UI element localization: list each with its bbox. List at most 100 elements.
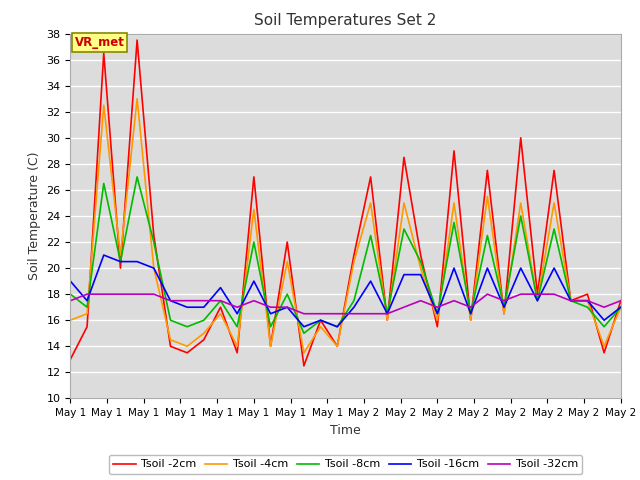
Tsoil -2cm (267, 343, 275, 349)
Tsoil -2cm (116, 265, 124, 271)
Tsoil -16cm (183, 304, 191, 310)
Tsoil -16cm (550, 265, 558, 271)
Line: Tsoil -8cm: Tsoil -8cm (70, 177, 621, 333)
X-axis label: Time: Time (330, 424, 361, 437)
Tsoil -2cm (250, 174, 258, 180)
Tsoil -32cm (284, 304, 291, 310)
Tsoil -4cm (450, 200, 458, 206)
Tsoil -8cm (250, 239, 258, 245)
Tsoil -4cm (433, 317, 441, 323)
Tsoil -16cm (433, 311, 441, 317)
Tsoil -16cm (234, 311, 241, 317)
Tsoil -4cm (83, 311, 91, 317)
Tsoil -2cm (417, 252, 424, 258)
Tsoil -16cm (250, 278, 258, 284)
Tsoil -32cm (600, 304, 608, 310)
Tsoil -8cm (467, 311, 474, 317)
Tsoil -8cm (534, 298, 541, 303)
Tsoil -2cm (83, 324, 91, 330)
Tsoil -32cm (500, 298, 508, 303)
Tsoil -8cm (267, 324, 275, 330)
Tsoil -4cm (284, 259, 291, 264)
Tsoil -32cm (484, 291, 492, 297)
Tsoil -32cm (617, 298, 625, 303)
Tsoil -8cm (350, 298, 358, 303)
Tsoil -8cm (517, 213, 525, 219)
Tsoil -32cm (567, 298, 575, 303)
Tsoil -4cm (367, 200, 374, 206)
Tsoil -4cm (550, 200, 558, 206)
Tsoil -16cm (500, 304, 508, 310)
Tsoil -16cm (567, 298, 575, 303)
Tsoil -2cm (567, 298, 575, 303)
Tsoil -2cm (166, 343, 174, 349)
Tsoil -32cm (433, 304, 441, 310)
Tsoil -8cm (183, 324, 191, 330)
Tsoil -32cm (250, 298, 258, 303)
Tsoil -8cm (417, 259, 424, 264)
Tsoil -16cm (417, 272, 424, 277)
Tsoil -8cm (383, 311, 391, 317)
Line: Tsoil -32cm: Tsoil -32cm (70, 294, 621, 314)
Tsoil -32cm (317, 311, 324, 317)
Tsoil -32cm (383, 311, 391, 317)
Tsoil -32cm (166, 298, 174, 303)
Tsoil -32cm (116, 291, 124, 297)
Tsoil -32cm (133, 291, 141, 297)
Tsoil -32cm (367, 311, 374, 317)
Tsoil -8cm (300, 330, 308, 336)
Tsoil -16cm (200, 304, 207, 310)
Tsoil -32cm (350, 311, 358, 317)
Tsoil -32cm (517, 291, 525, 297)
Tsoil -16cm (150, 265, 157, 271)
Tsoil -2cm (183, 350, 191, 356)
Line: Tsoil -4cm: Tsoil -4cm (70, 99, 621, 353)
Tsoil -4cm (217, 311, 225, 317)
Tsoil -16cm (83, 298, 91, 303)
Tsoil -16cm (300, 324, 308, 330)
Tsoil -8cm (317, 317, 324, 323)
Tsoil -4cm (333, 343, 341, 349)
Tsoil -16cm (133, 259, 141, 264)
Tsoil -32cm (534, 291, 541, 297)
Tsoil -16cm (584, 298, 591, 303)
Tsoil -2cm (484, 168, 492, 173)
Tsoil -2cm (67, 357, 74, 362)
Tsoil -16cm (450, 265, 458, 271)
Tsoil -32cm (417, 298, 424, 303)
Tsoil -2cm (517, 135, 525, 141)
Tsoil -16cm (400, 272, 408, 277)
Tsoil -4cm (317, 324, 324, 330)
Tsoil -8cm (116, 259, 124, 264)
Tsoil -4cm (67, 317, 74, 323)
Tsoil -2cm (100, 50, 108, 56)
Tsoil -16cm (467, 311, 474, 317)
Tsoil -16cm (350, 304, 358, 310)
Tsoil -8cm (234, 324, 241, 330)
Tsoil -4cm (150, 265, 157, 271)
Tsoil -4cm (200, 330, 207, 336)
Tsoil -4cm (183, 343, 191, 349)
Tsoil -4cm (600, 343, 608, 349)
Tsoil -8cm (83, 304, 91, 310)
Tsoil -32cm (183, 298, 191, 303)
Tsoil -32cm (400, 304, 408, 310)
Tsoil -4cm (133, 96, 141, 102)
Tsoil -2cm (350, 252, 358, 258)
Tsoil -4cm (517, 200, 525, 206)
Text: VR_met: VR_met (75, 36, 124, 49)
Tsoil -2cm (383, 317, 391, 323)
Tsoil -4cm (166, 337, 174, 343)
Tsoil -2cm (550, 168, 558, 173)
Tsoil -4cm (400, 200, 408, 206)
Tsoil -16cm (484, 265, 492, 271)
Tsoil -8cm (617, 304, 625, 310)
Tsoil -8cm (484, 233, 492, 239)
Tsoil -4cm (584, 298, 591, 303)
Tsoil -2cm (133, 37, 141, 43)
Tsoil -16cm (333, 324, 341, 330)
Tsoil -4cm (567, 298, 575, 303)
Tsoil -16cm (534, 298, 541, 303)
Tsoil -32cm (217, 298, 225, 303)
Tsoil -8cm (100, 180, 108, 186)
